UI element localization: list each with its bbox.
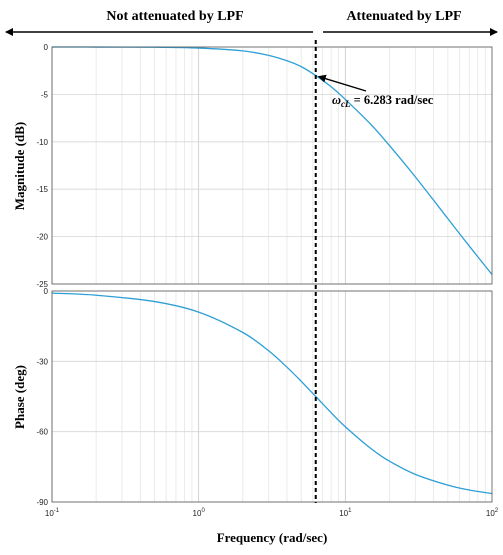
region-label-not-attenuated: Not attenuated by LPF <box>106 9 243 24</box>
x-tick-label: 101 <box>339 508 352 518</box>
annotation-value-text: = 6.283 rad/sec <box>351 93 434 107</box>
y-tick-label: -90 <box>36 498 48 507</box>
omega-symbol: ω <box>332 93 341 107</box>
phase-y-axis-label: Phase (deg) <box>12 365 27 429</box>
y-tick-label: -30 <box>36 357 48 366</box>
y-tick-label: -15 <box>36 185 48 194</box>
cutoff-annotation: ωcL = 6.283 rad/sec <box>332 93 434 109</box>
magnitude-grid <box>51 46 492 285</box>
phase-series-line <box>51 292 493 495</box>
y-tick-label: -10 <box>36 138 48 147</box>
x-tick-labels: 10-1 100 101 102 <box>45 508 499 518</box>
x-tick-label: 10-1 <box>45 508 60 518</box>
magnitude-y-tick-labels: 0 -5 -10 -15 -20 -25 <box>36 43 48 289</box>
magnitude-plot-area <box>52 47 492 284</box>
y-tick-label: -5 <box>41 90 49 99</box>
magnitude-axes-frame <box>51 46 493 285</box>
phase-panel: 0 -30 -60 -90 Phase (deg) <box>12 287 493 507</box>
phase-y-tick-labels: 0 -30 -60 -90 <box>36 287 48 507</box>
magnitude-y-axis-label: Magnitude (dB) <box>12 122 27 210</box>
y-tick-label: -60 <box>36 428 48 437</box>
y-tick-label: -25 <box>36 280 48 289</box>
x-tick-label: 100 <box>193 508 206 518</box>
x-axis-label: Frequency (rad/sec) <box>217 530 328 545</box>
x-tick-label: 102 <box>486 508 499 518</box>
phase-axes-frame <box>51 290 493 503</box>
y-tick-label: 0 <box>44 43 49 52</box>
y-tick-label: 0 <box>44 287 49 296</box>
phase-plot-area <box>52 291 492 502</box>
region-label-attenuated: Attenuated by LPF <box>346 9 461 24</box>
annotation-arrow <box>317 74 367 92</box>
annotation-subscript: cL <box>341 99 351 109</box>
magnitude-panel: 0 -5 -10 -15 -20 -25 Magnitude (dB) <box>12 43 493 289</box>
y-tick-label: -20 <box>36 233 48 242</box>
